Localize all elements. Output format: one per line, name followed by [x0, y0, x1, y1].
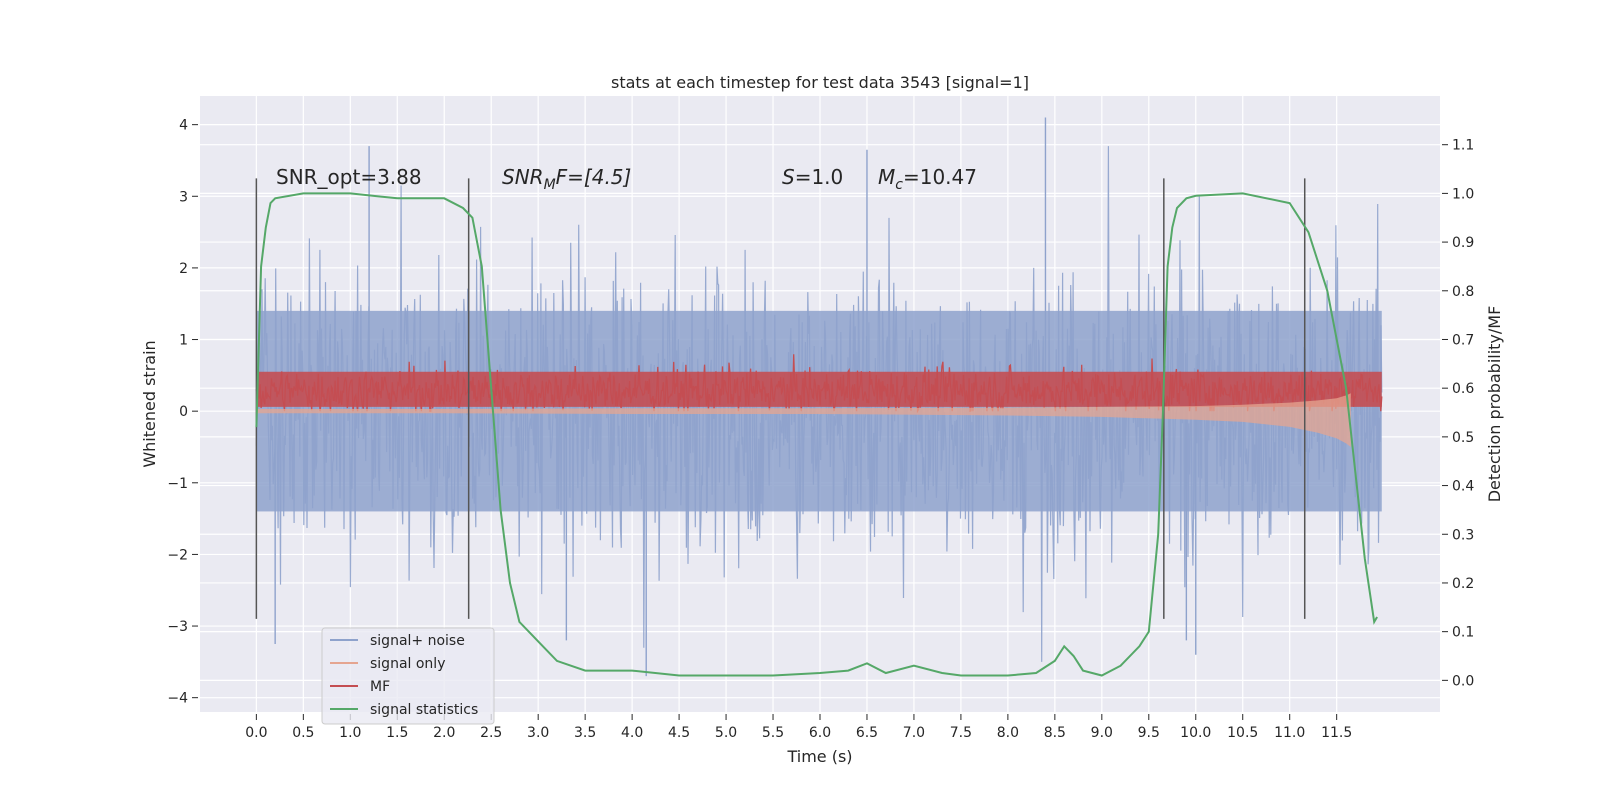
x-tick-label: 11.5 — [1321, 725, 1352, 741]
y2-tick-label: 0.4 — [1452, 479, 1474, 495]
x-tick-label: 6.5 — [856, 725, 878, 741]
x-tick-label: 5.0 — [715, 725, 737, 741]
y-tick-label: 2 — [179, 261, 188, 277]
y2-tick-label: 0.6 — [1452, 381, 1474, 397]
x-tick-label: 1.0 — [339, 725, 361, 741]
annotation-snr-mf-base: SNR — [502, 165, 544, 189]
x-tick-label: 4.5 — [668, 725, 690, 741]
y2-tick-label: 0.0 — [1452, 673, 1474, 689]
x-tick-label: 0.0 — [245, 725, 267, 741]
y-axis-label: Whitened strain — [140, 340, 159, 467]
x-tick-label: 9.0 — [1091, 725, 1113, 741]
series-signal-statistics — [255, 192, 1378, 677]
x-tick-label: 8.0 — [997, 725, 1019, 741]
y2-tick-label: 0.2 — [1452, 576, 1474, 592]
x-axis-label: Time (s) — [786, 747, 852, 766]
x-tick-label: 0.5 — [292, 725, 314, 741]
annotation-mc-rest: =10.47 — [903, 165, 977, 189]
legend-label-mf: MF — [370, 679, 390, 695]
annotation-snr-mf-rest: F=[4.5] — [556, 165, 632, 189]
y2-tick-label: 0.9 — [1452, 235, 1474, 251]
signal-statistics-line — [255, 192, 1378, 677]
x-tick-label: 7.0 — [903, 725, 925, 741]
y2-tick-label: 0.5 — [1452, 430, 1474, 446]
y2-tick-label: 0.7 — [1452, 332, 1474, 348]
annotation-s: S=1.0 — [782, 165, 843, 189]
annotation-s-rest: =1.0 — [795, 165, 844, 189]
y2-axis-label: Detection probability/MF — [1485, 306, 1504, 503]
annotation-mc-base: M — [878, 165, 895, 189]
y-tick-label: 4 — [179, 118, 188, 134]
annotation-mc: Mc=10.47 — [878, 165, 977, 193]
x-tick-label: 9.5 — [1138, 725, 1160, 741]
x-tick-label: 2.5 — [480, 725, 502, 741]
annotation-s-base: S — [782, 165, 795, 189]
y2-tick-label: 0.1 — [1452, 625, 1474, 641]
y-tick-label: 3 — [179, 189, 188, 205]
y-tick-label: −4 — [167, 691, 188, 707]
x-tick-label: 5.5 — [762, 725, 784, 741]
y2-tick-label: 0.8 — [1452, 284, 1474, 300]
y2-tick-label: 1.1 — [1452, 138, 1474, 154]
annotation-snr-opt: SNR_opt=3.88 — [276, 165, 422, 189]
legend-box — [321, 627, 495, 725]
axis-ticks: 0.0 0.5 1.0 1.5 2.0 2.5 3.0 3.5 4.0 4.5 5.0 5.5 6.0 6… — [167, 118, 1474, 741]
y2-tick-label: 1.0 — [1452, 186, 1474, 202]
y-tick-label: −1 — [167, 476, 188, 492]
x-tick-label: 3.5 — [574, 725, 596, 741]
legend-label-signal-statistics: signal statistics — [370, 702, 478, 718]
y2-tick-label: 0.3 — [1452, 527, 1474, 543]
mf-core — [256, 371, 1382, 407]
x-tick-label: 3.0 — [527, 725, 549, 741]
x-tick-label: 6.0 — [809, 725, 831, 741]
x-tick-label: 7.5 — [950, 725, 972, 741]
y-tick-label: −2 — [167, 547, 188, 563]
annotation-snr-mf-sub: M — [544, 177, 556, 193]
y-tick-label: −3 — [167, 619, 188, 635]
x-tick-label: 10.0 — [1180, 725, 1211, 741]
legend-label-signal-noise: signal+ noise — [370, 633, 465, 649]
x-tick-label: 11.0 — [1274, 725, 1305, 741]
chart-title: stats at each timestep for test data 354… — [611, 73, 1029, 92]
y-tick-label: 0 — [179, 404, 188, 420]
legend-label-signal-only: signal only — [370, 656, 445, 672]
y-tick-label: 1 — [179, 333, 188, 349]
series-mf — [255, 354, 1383, 414]
legend: signal+ noise signal only MF signal stat… — [321, 627, 495, 725]
x-tick-label: 2.0 — [433, 725, 455, 741]
x-tick-label: 4.0 — [621, 725, 643, 741]
x-tick-label: 10.5 — [1227, 725, 1258, 741]
annotation-snr-mf: SNRMF=[4.5] — [502, 165, 631, 193]
x-tick-label: 1.5 — [386, 725, 408, 741]
annotation-mc-sub: c — [895, 177, 903, 193]
x-tick-label: 8.5 — [1044, 725, 1066, 741]
